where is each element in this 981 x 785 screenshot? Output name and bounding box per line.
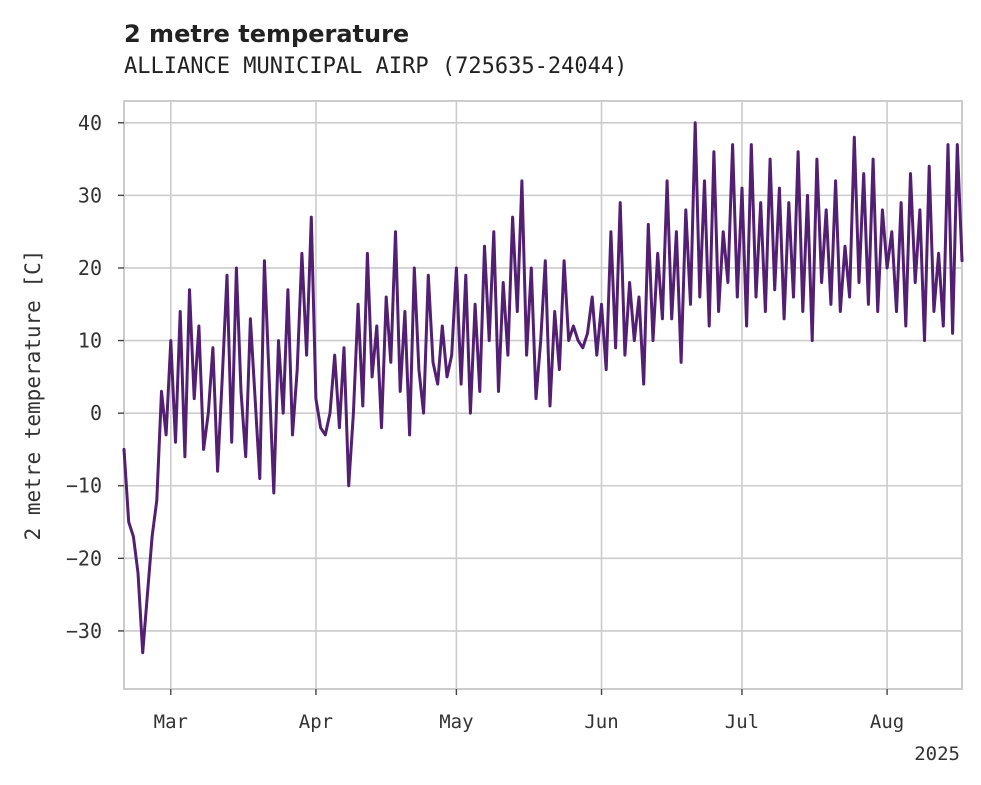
y-tick-label: 20	[78, 256, 102, 280]
y-axis: −30 −20 −10 0 10 20 30 40	[66, 111, 124, 643]
x-tick-label: May	[439, 711, 473, 733]
chart-title: 2 metre temperature	[124, 20, 409, 48]
y-tick-label: 10	[78, 329, 102, 353]
x-tick-label: Jun	[584, 711, 618, 733]
y-tick-label: 30	[78, 183, 102, 207]
plot-area-frame	[123, 100, 963, 690]
x-tick-label: Mar	[154, 711, 188, 733]
x-axis-year-label: 2025	[914, 743, 960, 765]
x-axis: Mar Apr May Jun Jul Aug	[154, 689, 904, 733]
y-tick-label: −20	[66, 546, 102, 570]
y-axis-label: 2 metre temperature [C]	[21, 250, 45, 541]
series-layer	[122, 121, 964, 655]
x-tick-label: Aug	[870, 711, 904, 733]
chart-subtitle: ALLIANCE MUNICIPAL AIRP (725635-24044)	[124, 54, 627, 79]
y-tick-label: 40	[78, 111, 102, 135]
x-tick-label: Apr	[299, 711, 333, 733]
y-tick-label: −10	[66, 474, 102, 498]
x-tick-label: Jul	[725, 711, 759, 733]
y-tick-label: 0	[90, 401, 102, 425]
temperature-series-line	[122, 121, 964, 655]
y-tick-label: −30	[66, 619, 102, 643]
